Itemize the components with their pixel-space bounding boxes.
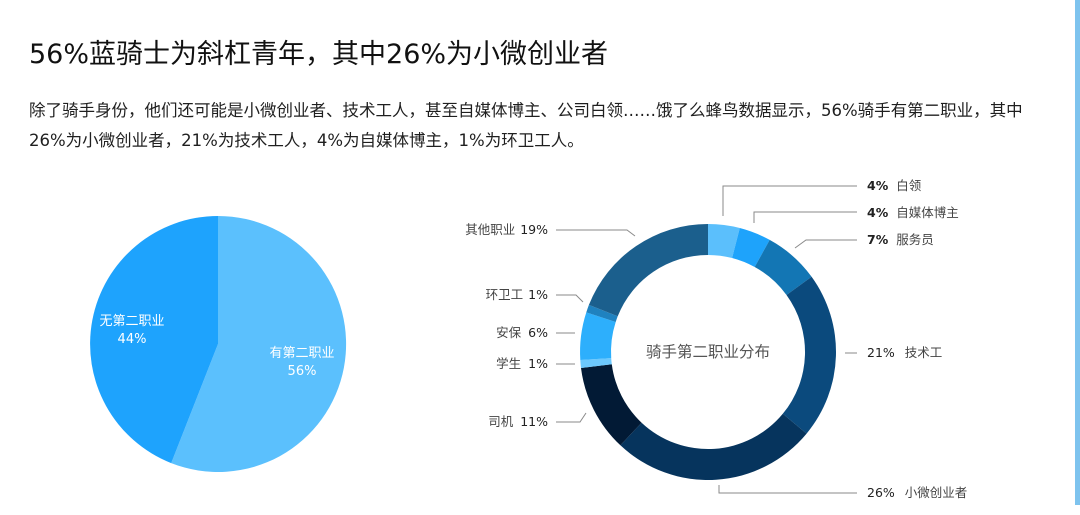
label-other-pct: 19% (520, 222, 548, 237)
svg-text:环卫工 1%: 环卫工 1% (486, 287, 548, 302)
label-white-collar-pct: 4% (867, 178, 889, 193)
label-white-collar-name: 白领 (896, 178, 922, 193)
donut-slice-waiter (754, 239, 812, 295)
donut-leader-lines (556, 185, 857, 494)
label-security-name: 安保 (496, 325, 522, 340)
svg-text:学生 1%: 学生 1% (496, 356, 548, 371)
svg-text:4% 白领: 4% 白领 (867, 178, 922, 193)
label-other-name: 其他职业 (465, 222, 515, 237)
label-driver-name: 司机 (488, 414, 514, 429)
donut-slice-blogger (732, 228, 770, 267)
label-small-business-name: 小微创业者 (905, 485, 968, 500)
svg-text:其他职业 19%: 其他职业 19% (465, 222, 548, 237)
label-student-name: 学生 (496, 356, 521, 371)
svg-text:26% 小微创业者: 26% 小微创业者 (867, 485, 967, 500)
donut-slice-sanitation (586, 304, 618, 322)
donut-slice-white-collar (708, 224, 740, 258)
label-small-business-pct: 26% (867, 485, 895, 500)
headline: 56%蓝骑士为斜杠青年，其中26%为小微创业者 (29, 39, 609, 70)
label-driver-pct: 11% (520, 414, 548, 429)
donut-slice-technician (782, 276, 837, 434)
label-technician-name: 技术工 (905, 345, 943, 360)
pie-label-no-value: 44% (118, 332, 147, 347)
donut-center-title: 骑手第二职业分布 (646, 343, 770, 361)
label-sanitation-pct: 1% (528, 287, 548, 302)
label-security-pct: 6% (528, 325, 548, 340)
pie-slice-no-second-job (90, 216, 218, 464)
label-student-pct: 1% (528, 356, 548, 371)
donut-slice-security (580, 312, 616, 360)
donut-slice-small-business (620, 413, 807, 480)
label-blogger-pct: 4% (867, 205, 889, 220)
label-technician-pct: 21% (867, 345, 895, 360)
article-paragraph: 除了骑手身份，他们还可能是小微创业者、技术工人，甚至自媒体博主、公司白领……饿了… (29, 101, 1023, 150)
pie-chart-second-job: 无第二职业 44% 有第二职业 56% (90, 215, 347, 472)
donut-slice-student (580, 358, 612, 368)
pie-slice-has-second-job (171, 215, 347, 472)
donut-slice-other (588, 223, 708, 317)
vertical-scrollbar[interactable] (1075, 0, 1080, 505)
svg-text:4% 自媒体博主: 4% 自媒体博主 (867, 205, 959, 220)
donut-labels-left: 司机 11% 学生 1% 安保 6% 环卫工 1% 其他职业 19% (465, 222, 548, 429)
donut-chart-job-distribution: 骑手第二职业分布 (580, 223, 837, 480)
label-waiter-name: 服务员 (896, 232, 934, 247)
label-blogger-name: 自媒体博主 (896, 205, 959, 220)
pie-label-no-name: 无第二职业 (99, 314, 164, 329)
donut-labels-right: 4% 白领 4% 自媒体博主 7% 服务员 21% 技术工 26% 小微创业者 (867, 178, 967, 500)
label-waiter-pct: 7% (867, 232, 889, 247)
donut-slice-driver (581, 364, 642, 446)
svg-text:司机 11%: 司机 11% (488, 414, 548, 429)
label-sanitation-name: 环卫工 (486, 287, 524, 302)
pie-label-has-name: 有第二职业 (269, 346, 334, 361)
svg-text:安保 6%: 安保 6% (496, 325, 548, 340)
svg-text:7% 服务员: 7% 服务员 (867, 232, 934, 247)
svg-text:21% 技术工: 21% 技术工 (867, 345, 942, 360)
pie-label-has-value: 56% (288, 364, 317, 379)
